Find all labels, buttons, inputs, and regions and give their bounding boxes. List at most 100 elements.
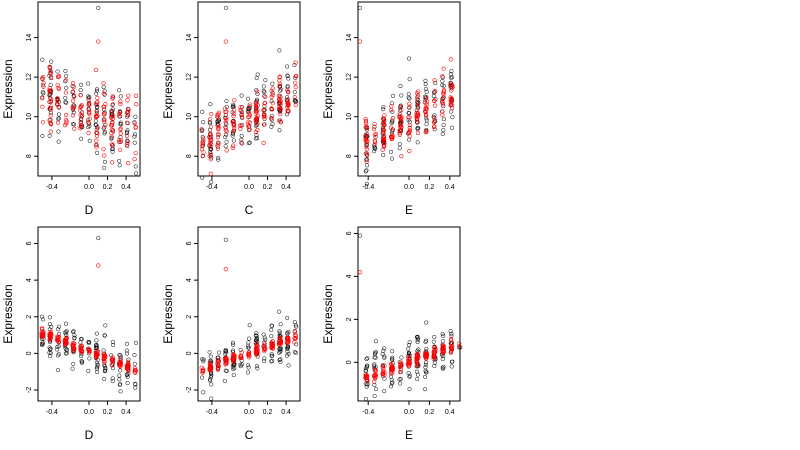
y-axis-title: Expression [161,59,175,118]
observed-point [284,353,289,358]
observed-point [448,75,453,80]
fitted-point [390,368,395,373]
fitted-point [448,350,453,355]
observed-point [294,324,299,329]
fitted-point [78,93,83,98]
observed-point [415,103,420,108]
observed-point [216,157,221,162]
observed-point [292,62,297,68]
y-tick-label: 8 [186,154,193,158]
observed-point [448,329,453,334]
fitted-point [207,154,212,159]
fitted-point [208,135,213,140]
observed-point [239,133,244,138]
observed-point [285,84,290,89]
x-tick-label: -0.4 [362,409,374,416]
fitted-point [216,115,221,120]
observed-point [382,389,387,394]
observed-point [207,350,212,355]
fitted-point [125,140,130,145]
observed-point [431,339,436,344]
fitted-point [223,120,228,125]
observed-point [270,81,275,86]
fitted-point [109,121,115,126]
observed-point [389,357,395,362]
fitted-point [126,160,131,166]
fitted-point [40,104,45,109]
fitted-point [133,370,138,375]
observed-point [407,342,412,348]
fitted-outlier-point [357,39,363,44]
fitted-point [246,105,251,110]
fitted-point [448,81,453,86]
observed-point [406,110,411,115]
fitted-point [101,81,106,86]
observed-point [415,338,420,343]
fitted-point [110,93,115,99]
fitted-point [415,120,420,125]
observed-point [422,374,428,380]
fitted-point [407,363,412,369]
fitted-point [55,82,60,88]
x-tick-label: 0.0 [404,184,414,191]
x-tick-label: -0.4 [362,184,374,191]
observed-point [238,362,243,367]
observed-point [423,362,428,367]
fitted-point [94,100,99,105]
fitted-point [441,66,446,71]
observed-point [94,360,99,365]
observed-point [118,382,123,387]
fitted-point [94,114,99,119]
fitted-point [102,118,107,123]
fitted-point [102,153,107,158]
observed-point [424,121,429,127]
fitted-point [389,136,395,141]
fitted-point [103,355,108,360]
fitted-point [433,89,438,94]
fitted-point [270,92,275,97]
observed-point [133,171,139,176]
fitted-point [94,130,99,135]
observed-point [56,129,61,134]
observed-point [201,359,206,364]
observed-point [373,339,378,344]
observed-point [270,122,275,127]
observed-point [224,139,229,144]
fitted-point [124,110,130,115]
fitted-point [124,365,129,370]
observed-point [94,105,100,110]
fitted-point [399,108,404,113]
fitted-point [269,116,274,121]
observed-point [47,322,52,327]
panel-4: -0.4 0.0 0.2 0.4 -2 0 2 4 6 D Expression [1,226,141,442]
observed-point [47,92,52,97]
fitted-point [94,138,99,143]
observed-point [389,120,394,126]
fitted-point [441,344,446,349]
observed-point [246,343,251,348]
y-axis-title: Expression [161,284,175,343]
observed-point [57,331,62,337]
fitted-point [414,364,419,369]
fitted-point [41,81,46,86]
fitted-point [48,331,53,336]
fitted-point [94,109,99,114]
fitted-point [126,107,131,112]
observed-point [133,132,138,137]
y-tick-label: 2 [346,317,353,321]
fitted-point [216,359,221,364]
fitted-point [277,84,282,89]
observed-point [424,346,429,351]
observed-point [230,340,235,345]
fitted-point [372,141,378,146]
observed-point [200,175,205,180]
fitted-point [215,363,220,368]
observed-point [399,355,404,360]
observed-point [102,110,107,115]
fitted-point [398,103,404,109]
fitted-point [373,131,379,137]
x-tick-label: 0.2 [263,409,273,416]
fitted-outlier-point [96,263,101,268]
observed-point [415,94,420,100]
fitted-point [125,120,130,125]
